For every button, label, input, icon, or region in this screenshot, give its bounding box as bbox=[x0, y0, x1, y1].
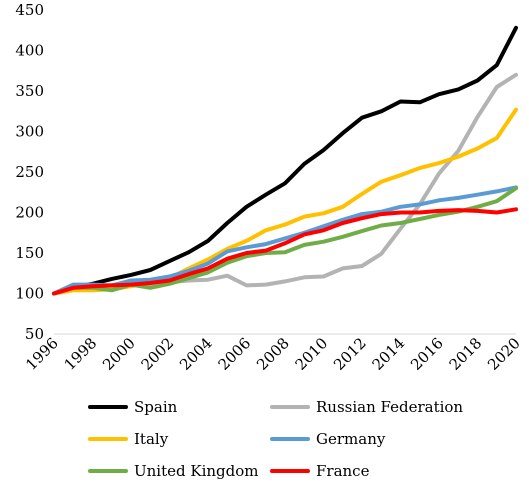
series-line-italy bbox=[52, 107, 518, 296]
legend-item-united-kingdom: United Kingdom bbox=[88, 462, 259, 480]
y-tick-label: 50 bbox=[25, 325, 44, 343]
series-line-france bbox=[52, 207, 518, 296]
legend-label: Italy bbox=[134, 430, 169, 448]
legend-label: Russian Federation bbox=[316, 398, 463, 416]
legend-item-france: France bbox=[270, 462, 370, 480]
series-line-germany bbox=[52, 185, 518, 296]
legend-label: France bbox=[316, 462, 370, 480]
x-tick-label: 2012 bbox=[330, 334, 370, 374]
x-tick-label: 2020 bbox=[484, 334, 524, 374]
x-axis: 1996199820002002200420062008201020122014… bbox=[22, 333, 524, 374]
legend-item-italy: Italy bbox=[88, 430, 169, 448]
legend-item-russian-federation: Russian Federation bbox=[270, 398, 463, 416]
x-tick-label: 2014 bbox=[369, 334, 409, 374]
x-tick-label: 2006 bbox=[215, 334, 255, 374]
y-tick-label: 300 bbox=[15, 123, 44, 141]
x-tick-label: 2004 bbox=[176, 334, 216, 374]
legend-item-germany: Germany bbox=[270, 430, 386, 448]
x-tick-label: 2016 bbox=[407, 334, 447, 374]
x-tick-label: 2010 bbox=[292, 334, 332, 374]
y-tick-label: 450 bbox=[15, 1, 44, 19]
y-axis: 50 100 150 200 250 300 350 400 450 bbox=[15, 1, 44, 343]
x-tick-label: 2018 bbox=[446, 334, 486, 374]
series-line-spain bbox=[52, 25, 518, 296]
legend-label: United Kingdom bbox=[134, 462, 259, 480]
legend-label: Spain bbox=[134, 398, 178, 416]
x-tick-label: 1998 bbox=[61, 334, 101, 374]
y-tick-label: 150 bbox=[15, 244, 44, 262]
y-tick-label: 200 bbox=[15, 204, 44, 222]
y-tick-label: 350 bbox=[15, 82, 44, 100]
legend-item-spain: Spain bbox=[88, 398, 178, 416]
legend: Spain Russian Federation Italy Germany Unite… bbox=[88, 398, 463, 480]
legend-label: Germany bbox=[316, 430, 386, 448]
x-tick-label: 2002 bbox=[138, 334, 178, 374]
y-tick-label: 400 bbox=[15, 42, 44, 60]
y-tick-label: 250 bbox=[15, 163, 44, 181]
y-tick-label: 100 bbox=[15, 285, 44, 303]
x-tick-label: 2000 bbox=[99, 334, 139, 374]
series-lines bbox=[52, 25, 518, 296]
x-tick-label: 2008 bbox=[253, 334, 293, 374]
